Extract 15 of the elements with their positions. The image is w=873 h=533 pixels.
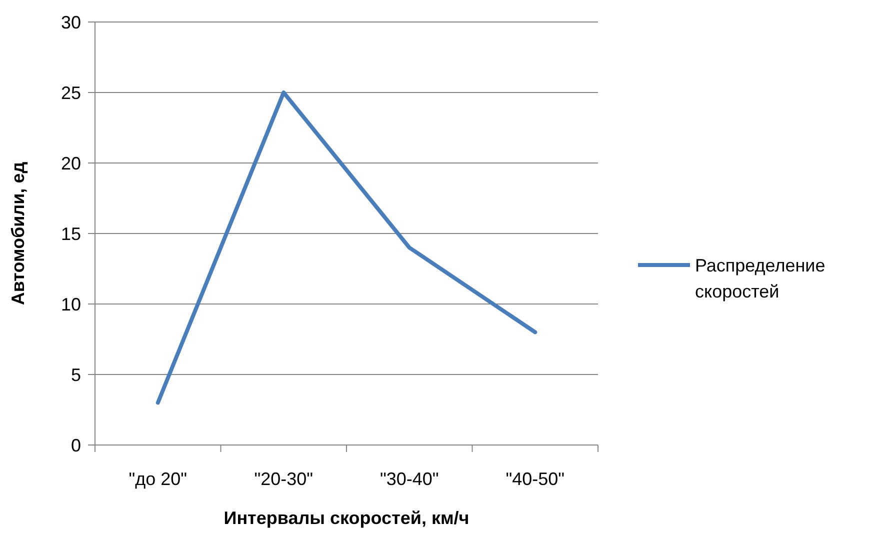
legend-label: Распределение скоростей: [695, 255, 826, 302]
x-tick-label: "до 20": [128, 469, 188, 489]
y-tick-label: 0: [70, 435, 81, 456]
y-tick-label: 5: [70, 364, 81, 385]
y-tick-label: 10: [60, 294, 81, 314]
x-tick-label: "40-50": [506, 469, 565, 489]
y-tick-label: 15: [60, 224, 81, 244]
y-tick-label: 30: [60, 12, 81, 32]
y-axis-title: Автомобили, ед: [8, 161, 28, 306]
y-tick-label: 20: [60, 153, 81, 174]
x-axis-title: Интервалы скоростей, км/ч: [224, 508, 470, 528]
line-series: [156, 90, 538, 405]
y-tick-label: 25: [60, 82, 81, 103]
x-tick-label: "30-40": [380, 469, 439, 489]
x-tick-label: "20-30": [254, 469, 314, 489]
